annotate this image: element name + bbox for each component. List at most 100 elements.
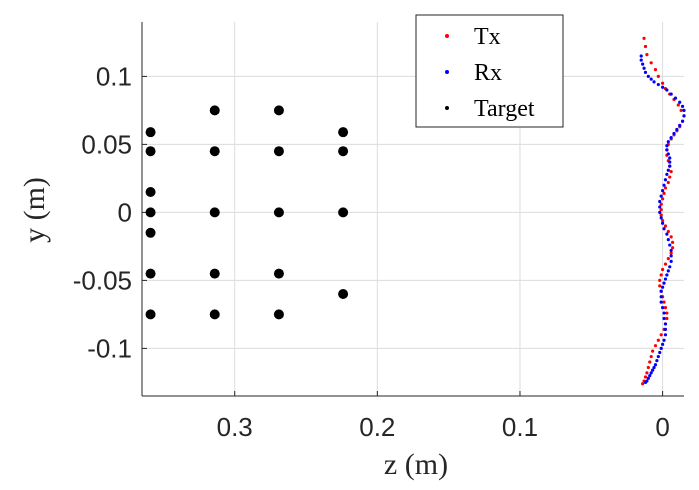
rx-point: [662, 281, 666, 285]
rx-point: [673, 96, 678, 100]
tx-point: [670, 246, 675, 250]
y-tick-label: -0.05: [73, 265, 132, 295]
rx-point: [663, 333, 668, 337]
target-point: [273, 309, 284, 320]
target-point: [338, 127, 349, 138]
tx-point: [666, 180, 670, 185]
rx-point: [668, 243, 672, 247]
rx-point: [669, 248, 673, 253]
rx-point: [668, 156, 672, 160]
rx-point: [665, 144, 669, 148]
rx-point: [662, 338, 666, 342]
x-tick-labels: 0.3 0.2 0.1 0: [217, 412, 670, 442]
tx-point: [665, 316, 669, 321]
rx-point: [666, 238, 670, 242]
legend-label-target: Target: [474, 96, 535, 122]
rx-point: [678, 123, 682, 127]
x-tick-label: 0.2: [359, 412, 395, 442]
rx-point: [662, 316, 666, 321]
rx-point: [680, 119, 685, 123]
rx-point: [662, 311, 666, 315]
tx-point: [669, 170, 673, 174]
rx-point: [646, 74, 650, 78]
rx-point: [652, 365, 656, 370]
target-point: [145, 309, 156, 320]
tx-point: [659, 333, 663, 337]
rx-point: [663, 322, 668, 326]
legend: Tx Rx Target: [415, 14, 564, 128]
rx-point: [669, 254, 673, 258]
axes: [141, 22, 684, 397]
rx-point: [649, 77, 653, 81]
rx-point: [652, 80, 656, 84]
target-point: [273, 207, 284, 218]
rx-point: [659, 289, 663, 293]
tx-point: [649, 61, 653, 65]
rx-point: [649, 371, 653, 375]
tx-point: [659, 273, 663, 277]
tx-point: [670, 240, 675, 244]
rx-point: [661, 189, 665, 193]
rx-point: [665, 172, 669, 176]
tx-point: [649, 354, 653, 359]
tx-point: [659, 208, 663, 212]
tx-point: [665, 311, 669, 315]
tx-point: [669, 251, 673, 255]
rx-point: [651, 368, 655, 372]
tx-point: [662, 300, 666, 304]
tx-point: [645, 53, 649, 57]
rx-point: [642, 66, 646, 70]
rx-point: [668, 164, 672, 168]
rx-point: [665, 273, 669, 277]
tx-point: [658, 278, 662, 282]
tx-point: [668, 175, 672, 179]
legend-label-tx: Tx: [474, 24, 501, 50]
tx-point: [663, 186, 668, 190]
tx-point: [641, 382, 645, 386]
tx-point: [648, 360, 652, 364]
rx-point: [655, 359, 659, 363]
tx-point: [643, 44, 648, 49]
tx-point: [676, 103, 680, 107]
rx-point: [665, 148, 669, 152]
x-axis-label: z (m): [384, 448, 448, 481]
rx-point: [663, 178, 668, 182]
rx-point: [643, 70, 648, 74]
x-tick-label: 0.3: [217, 412, 253, 442]
rx-point: [661, 342, 665, 346]
rx-point: [639, 54, 643, 58]
target-point: [209, 146, 220, 157]
rx-point: [658, 199, 662, 204]
tx-point: [666, 229, 670, 234]
rx-point: [665, 88, 669, 92]
rx-point: [639, 58, 643, 62]
tx-point: [662, 191, 666, 195]
rx-point: [662, 183, 666, 187]
y-tick-label: 0: [118, 197, 132, 227]
grid: [142, 22, 684, 396]
rx-point: [663, 277, 668, 281]
legend-marker-rx: [445, 70, 449, 74]
target-point: [338, 146, 349, 157]
y-tick-labels: 0.1 0.05 0 -0.05 -0.1: [73, 61, 132, 363]
target-point: [145, 207, 156, 218]
rx-point: [682, 114, 686, 118]
legend-marker-tx: [445, 34, 449, 38]
tx-point: [661, 218, 665, 223]
target-point: [145, 268, 156, 279]
rx-point: [659, 346, 663, 350]
tx-point: [659, 213, 663, 217]
rx-point: [656, 82, 660, 87]
rx-point: [666, 269, 670, 273]
tx-point: [646, 365, 650, 370]
rx-point: [659, 194, 663, 198]
legend-box: [415, 14, 564, 128]
target-point: [338, 289, 349, 299]
tx-point: [663, 306, 668, 310]
tx-point: [642, 36, 646, 40]
target-point: [209, 268, 220, 279]
target-point: [209, 105, 220, 116]
y-tick-label: 0.05: [81, 129, 132, 159]
target-point: [145, 146, 156, 157]
tx-point: [645, 371, 649, 375]
